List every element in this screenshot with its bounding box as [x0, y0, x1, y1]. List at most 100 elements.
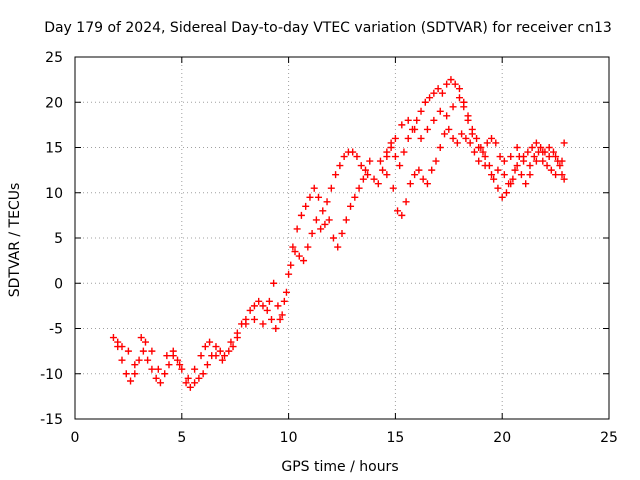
data-point	[304, 243, 312, 251]
data-point	[291, 248, 299, 256]
data-point	[502, 189, 510, 197]
data-point	[558, 157, 566, 165]
data-point	[552, 153, 560, 161]
data-point	[387, 139, 395, 147]
data-point	[139, 347, 147, 355]
data-point	[492, 139, 500, 147]
data-point	[376, 157, 384, 165]
axis-ticks: 0 5 10 15 20 25 -15 -10 -5 0 5 10 15 20 25	[40, 50, 618, 446]
data-point	[430, 89, 438, 97]
data-point	[357, 162, 365, 170]
y-tick-label: 0	[54, 276, 63, 292]
data-point	[148, 365, 156, 373]
data-point	[539, 148, 547, 156]
data-point	[558, 171, 566, 179]
data-point	[545, 153, 553, 161]
data-point	[317, 225, 325, 233]
data-point	[265, 297, 273, 305]
data-point	[481, 153, 489, 161]
data-point	[206, 338, 214, 346]
plot-frame	[74, 56, 610, 420]
data-point	[321, 220, 329, 228]
data-point	[182, 379, 190, 387]
data-point	[280, 297, 288, 305]
data-point	[423, 125, 431, 133]
data-point	[263, 306, 271, 314]
data-point	[174, 356, 182, 364]
data-point	[428, 166, 436, 174]
data-point	[475, 144, 483, 151]
data-point	[560, 175, 568, 183]
data-point	[500, 157, 508, 165]
y-axis-label: SDTVAR / TECUs	[7, 183, 23, 298]
x-tick-label: 25	[600, 430, 618, 446]
data-point	[419, 175, 427, 183]
data-point	[379, 166, 387, 174]
data-point	[547, 166, 555, 174]
data-point	[464, 116, 472, 124]
data-point	[458, 130, 466, 138]
data-point	[278, 311, 286, 319]
data-point	[400, 148, 408, 156]
data-point	[539, 157, 547, 165]
data-point	[310, 184, 318, 192]
data-point	[455, 85, 463, 93]
data-point	[402, 198, 410, 206]
y-tick-label: 15	[45, 141, 63, 157]
data-point	[361, 166, 369, 174]
data-point	[451, 80, 459, 88]
data-point	[436, 144, 444, 151]
data-point	[411, 125, 419, 133]
data-point	[176, 361, 184, 369]
data-point	[364, 171, 372, 179]
data-point	[447, 76, 455, 84]
data-point	[475, 157, 483, 165]
data-point	[212, 352, 220, 360]
data-point	[329, 234, 337, 242]
data-point	[227, 338, 235, 346]
data-point	[355, 184, 363, 192]
data-point	[229, 343, 237, 351]
data-point	[165, 361, 173, 369]
data-point	[131, 370, 139, 378]
data-point	[436, 107, 444, 115]
x-axis-label: GPS time / hours	[281, 459, 398, 475]
data-point	[552, 171, 560, 179]
data-point	[509, 175, 517, 183]
data-point	[282, 288, 290, 296]
data-point	[528, 144, 536, 151]
data-point	[481, 162, 489, 170]
data-point	[325, 216, 333, 224]
data-point	[430, 116, 438, 124]
data-point	[449, 103, 457, 111]
y-tick-label: 25	[45, 50, 63, 66]
data-point	[148, 347, 156, 355]
data-point	[359, 175, 367, 183]
data-point	[524, 148, 532, 156]
data-point	[184, 374, 192, 382]
data-point	[287, 261, 295, 269]
data-point	[114, 338, 122, 346]
data-point	[216, 347, 224, 355]
data-point	[417, 134, 425, 142]
y-tick-label: 5	[54, 231, 63, 247]
data-point	[199, 370, 207, 378]
data-point	[212, 343, 220, 351]
data-point	[203, 361, 211, 369]
data-point	[349, 148, 357, 156]
data-points	[109, 76, 568, 391]
data-point	[417, 107, 425, 115]
data-point	[488, 171, 496, 179]
grid-lines	[75, 57, 609, 419]
data-point	[152, 374, 160, 382]
data-point	[169, 347, 177, 355]
data-point	[347, 202, 355, 210]
data-point	[259, 320, 267, 328]
data-point	[505, 180, 513, 188]
data-point	[327, 184, 335, 192]
series-satellite-track-d	[370, 125, 568, 219]
data-point	[186, 383, 194, 391]
x-tick-label: 0	[71, 430, 80, 446]
data-point	[300, 257, 308, 265]
data-point	[383, 148, 391, 156]
